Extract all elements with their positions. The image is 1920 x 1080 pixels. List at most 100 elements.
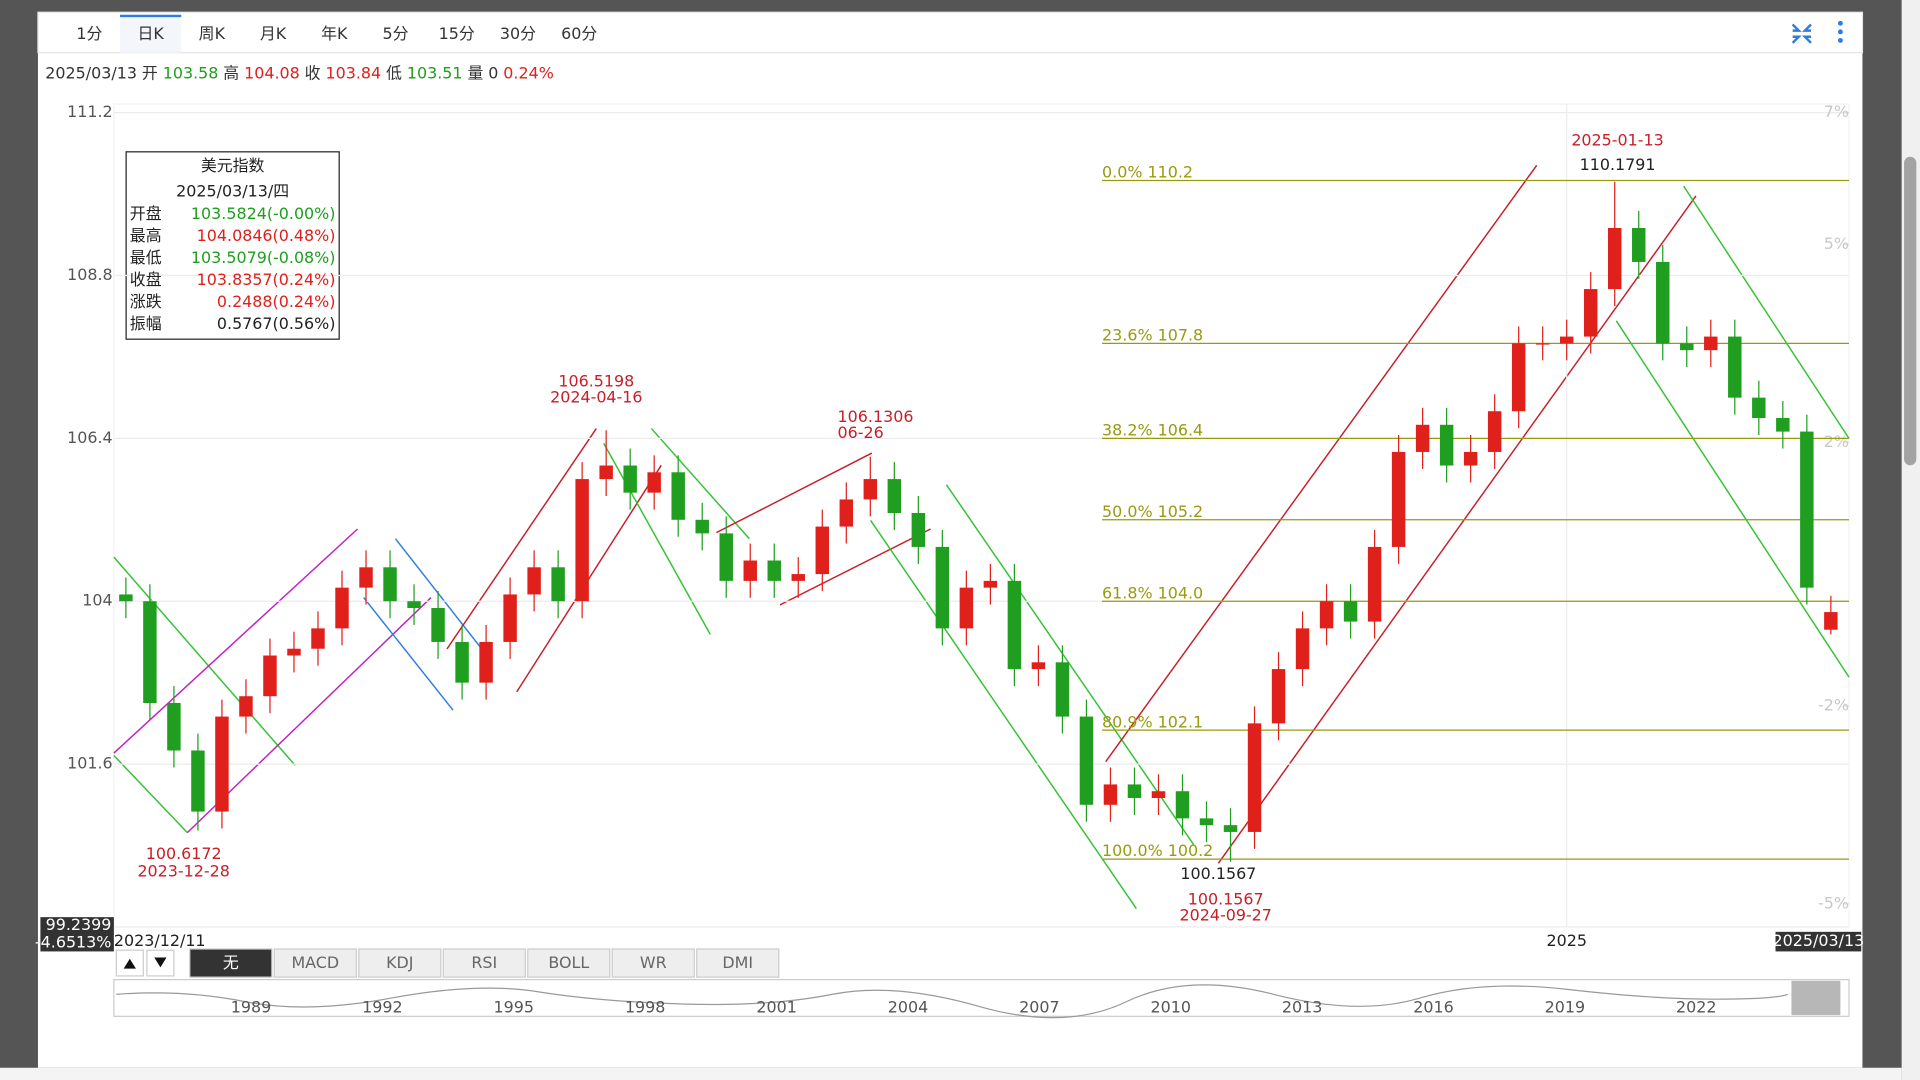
annotation-date: 06-26 — [838, 423, 884, 442]
quote-label: 高 — [223, 63, 239, 82]
indicator-tab[interactable]: BOLL — [548, 953, 589, 972]
x-tick-label: 2025 — [1546, 931, 1586, 950]
annotation-date: 2024-04-16 — [550, 387, 642, 406]
navigator-year: 1995 — [494, 997, 534, 1016]
candle-body — [1055, 662, 1070, 717]
candle-body — [791, 574, 805, 581]
tab[interactable]: 年K — [321, 24, 348, 43]
tab[interactable]: 1分 — [76, 24, 102, 43]
annotation-value: 106.1306 — [838, 407, 914, 426]
y2-tick-label: 2% — [1824, 432, 1849, 451]
y-tick-label: 111.2 — [67, 102, 113, 121]
candle-body — [1680, 343, 1694, 351]
y2-tick-label: 7% — [1824, 102, 1849, 121]
candle-body — [1559, 336, 1574, 344]
candle-body — [863, 479, 878, 500]
candle-body — [1704, 336, 1718, 351]
candle-body — [1127, 784, 1142, 799]
annotation-value: 100.1567 — [1188, 890, 1264, 909]
x-tick-label: 2023/12/11 — [114, 931, 206, 950]
tooltip-date: 2025/03/13/四 — [176, 182, 289, 201]
indicator-tab[interactable]: KDJ — [386, 953, 413, 972]
y2-tick-label: -5% — [1818, 893, 1849, 912]
tooltip-title: 美元指数 — [201, 156, 265, 175]
candle-body — [695, 519, 709, 534]
indicator-tab-bg[interactable] — [696, 948, 780, 978]
tab[interactable]: 60分 — [561, 24, 597, 43]
tooltip-value: 104.0846(0.48%) — [197, 226, 336, 245]
indicator-tab-bg[interactable] — [273, 948, 357, 978]
navigator-year: 2022 — [1676, 997, 1716, 1016]
candle-body — [1728, 336, 1742, 398]
candle-body — [479, 641, 493, 683]
tab[interactable]: 周K — [199, 24, 226, 43]
tab[interactable]: 日K — [137, 24, 164, 43]
candle-body — [311, 628, 325, 649]
candle-body — [431, 608, 445, 642]
tab[interactable]: 5分 — [382, 24, 408, 43]
annotation-date: 2023-12-28 — [137, 861, 229, 880]
tooltip-value: 103.5079(-0.08%) — [191, 248, 336, 267]
candle-body — [575, 479, 589, 602]
annotation-value: 106.5198 — [558, 372, 634, 391]
candle-body — [671, 472, 685, 520]
candle-body — [1247, 723, 1262, 832]
fib-label: 23.6% 107.8 — [1102, 326, 1203, 345]
indicator-tab-bg[interactable] — [611, 948, 695, 978]
indicator-tab-bg[interactable] — [527, 948, 611, 978]
menu-icon[interactable] — [1837, 20, 1843, 43]
scrollbar-thumb[interactable] — [1904, 156, 1917, 466]
candle-body — [911, 513, 926, 547]
tooltip-value: 0.2488(0.24%) — [217, 292, 336, 311]
annotation-value: 100.6172 — [146, 844, 222, 863]
tab[interactable]: 15分 — [439, 24, 475, 43]
quote-line: 2025/03/13 开 103.58 高 104.08 收 103.84 低 103.51 量 0… — [45, 63, 554, 82]
candle-body — [1535, 343, 1550, 345]
annotation-value: 110.1791 — [1580, 155, 1656, 174]
indicator-tab[interactable]: 无 — [223, 953, 239, 972]
y2-tick-label: -2% — [1818, 696, 1849, 715]
candle-body — [1031, 662, 1046, 670]
tab[interactable]: 月K — [260, 24, 287, 43]
indicator-tab[interactable]: RSI — [471, 953, 497, 972]
candle-body — [767, 560, 781, 581]
navigator-year: 1989 — [231, 997, 271, 1016]
indicator-tab-bg[interactable] — [442, 948, 526, 978]
candle-body — [263, 655, 277, 697]
candle-body — [719, 533, 733, 581]
candle-body — [335, 587, 349, 629]
cursor-pct: -4.6513% — [35, 932, 112, 951]
candle-body — [743, 560, 757, 581]
candle-body — [1007, 580, 1022, 670]
tooltip-box — [125, 151, 340, 340]
indicator-tab-bg[interactable] — [358, 948, 442, 978]
fullscreen-icon[interactable] — [1791, 23, 1812, 44]
navigator-year: 2019 — [1545, 997, 1585, 1016]
navigator[interactable] — [113, 978, 1850, 1019]
tab[interactable]: 30分 — [500, 24, 536, 43]
tooltip-label: 最高 — [130, 226, 162, 245]
below-panel — [0, 1067, 1902, 1080]
indicator-tab-bg[interactable] — [189, 948, 273, 978]
navigator-year: 2004 — [888, 997, 928, 1016]
candle-body — [1439, 424, 1454, 466]
candle-body — [407, 601, 421, 609]
navigator-year: 2001 — [756, 997, 796, 1016]
candle-body — [1824, 612, 1838, 630]
candle-body — [191, 750, 205, 812]
candle-body — [815, 526, 830, 575]
candle-body — [1103, 784, 1118, 805]
indicator-tab[interactable]: DMI — [722, 953, 753, 972]
tab-bar — [37, 11, 1864, 54]
indicator-tab[interactable]: WR — [640, 953, 667, 972]
candle-body — [1656, 261, 1670, 344]
fib-label: 80.9% 102.1 — [1102, 712, 1203, 731]
scroll-up-icon — [123, 958, 136, 969]
navigator-year: 2010 — [1150, 997, 1190, 1016]
candle-body — [119, 594, 133, 602]
annotation-date: 2025-01-13 — [1571, 130, 1663, 149]
indicator-tab[interactable]: MACD — [291, 953, 339, 972]
candle-body — [1776, 418, 1790, 432]
